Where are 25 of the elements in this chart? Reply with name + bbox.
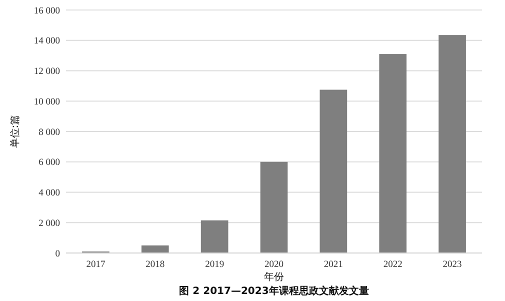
y-tick-label: 14 000	[34, 36, 60, 47]
y-tick-label: 12 000	[34, 67, 60, 78]
x-tick-label: 2017	[86, 260, 106, 270]
bar	[320, 90, 348, 253]
x-tick-label: 2022	[383, 260, 403, 270]
y-tick-label: 8 000	[38, 128, 60, 138]
bar	[438, 35, 466, 253]
text: 图 2 2017—2023年课程思政文献发文量	[179, 285, 369, 297]
x-tick-label: 2019	[205, 260, 224, 270]
y-tick-label: 0	[55, 249, 60, 260]
x-tick-label: 2023	[442, 260, 462, 270]
y-tick-label: 16 000	[34, 6, 60, 16]
bar	[260, 162, 288, 253]
y-tick-label: 10 000	[34, 97, 60, 108]
y-tick-label: 4 000	[38, 188, 60, 199]
x-axis-title: 年份	[264, 271, 284, 283]
x-tick-label: 2020	[264, 260, 284, 270]
y-tick-label: 2 000	[38, 218, 60, 229]
bar	[200, 220, 228, 253]
y-tick-label: 6 000	[38, 158, 60, 168]
bar	[141, 245, 169, 253]
bar	[379, 54, 407, 253]
x-tick-label: 2018	[146, 260, 165, 270]
x-tick-label: 2021	[324, 260, 344, 270]
y-axis-title: 单位:篇	[9, 114, 21, 148]
